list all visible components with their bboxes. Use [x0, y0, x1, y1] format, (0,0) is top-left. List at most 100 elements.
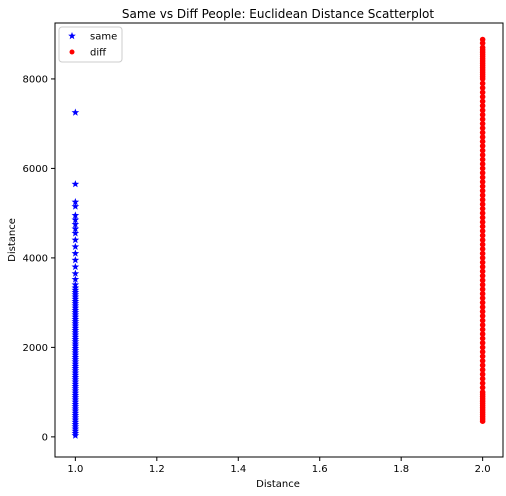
point-same	[71, 420, 80, 428]
point-diff	[479, 304, 486, 310]
point-same	[71, 339, 80, 348]
point-diff	[479, 380, 486, 386]
point-same	[71, 395, 80, 403]
point-diff	[479, 250, 486, 257]
point-same	[71, 308, 80, 316]
point-same	[71, 337, 80, 345]
point-same	[71, 275, 80, 283]
y-tick-label: 4000	[23, 253, 48, 264]
point-same	[71, 350, 80, 359]
point-diff	[479, 98, 486, 105]
point-diff	[479, 174, 486, 181]
point-diff	[479, 156, 486, 163]
point-diff	[479, 371, 486, 378]
point-same	[71, 229, 80, 237]
legend-label: diff	[90, 48, 107, 59]
point-same	[71, 304, 80, 312]
y-tick-label: 6000	[23, 164, 48, 175]
point-same	[71, 371, 80, 379]
point-same	[71, 326, 80, 334]
point-same	[71, 342, 80, 350]
legend-label: same	[90, 32, 117, 43]
point-same	[71, 330, 80, 339]
series-same	[71, 229, 80, 439]
point-diff	[479, 264, 486, 270]
point-same	[71, 391, 80, 399]
outlier-points	[71, 108, 80, 233]
point-diff	[479, 308, 486, 315]
point-same	[71, 256, 80, 264]
plot-area	[71, 36, 486, 439]
point-diff	[479, 116, 486, 122]
point-same	[71, 355, 80, 363]
point-diff	[479, 205, 486, 212]
point-same	[71, 286, 80, 294]
point-same	[71, 359, 80, 368]
point-same	[71, 312, 80, 321]
point-same	[71, 431, 80, 439]
point-diff	[479, 179, 486, 185]
point-same	[71, 197, 80, 206]
point-same	[71, 333, 80, 341]
point-same	[71, 380, 80, 388]
point-diff	[479, 232, 486, 239]
point-same	[71, 377, 80, 386]
point-same	[71, 418, 80, 426]
point-diff	[479, 255, 486, 261]
y-tick-label: 8000	[23, 74, 48, 85]
point-same	[71, 236, 80, 244]
axes-frame	[54, 22, 504, 458]
point-same	[71, 411, 80, 419]
point-diff	[479, 384, 486, 391]
point-diff	[479, 344, 486, 351]
point-same	[71, 292, 80, 301]
point-diff	[479, 246, 486, 252]
point-diff	[479, 210, 486, 216]
point-same	[71, 224, 80, 233]
point-same	[71, 400, 80, 408]
legend-box	[58, 26, 123, 63]
x-tick-label: 1.4	[230, 464, 246, 475]
point-diff	[479, 299, 486, 306]
point-same	[71, 180, 80, 188]
point-same	[71, 290, 80, 298]
point-same	[71, 220, 80, 228]
x-tick-label: 1.2	[149, 464, 165, 475]
point-same	[71, 357, 80, 365]
point-same	[71, 262, 80, 271]
point-diff	[479, 107, 486, 114]
x-tick-label: 1.6	[312, 464, 328, 475]
legend-marker	[68, 32, 76, 40]
y-tick-label: 2000	[23, 343, 48, 354]
point-diff	[479, 237, 486, 243]
point-same	[71, 242, 80, 250]
point-diff	[479, 192, 486, 199]
point-same	[71, 389, 80, 397]
point-diff	[479, 353, 486, 360]
point-diff	[479, 102, 486, 109]
point-same	[71, 362, 80, 370]
point-diff	[479, 286, 486, 293]
legend-marker	[69, 49, 75, 55]
legend-item-same: same	[68, 32, 117, 43]
point-same	[71, 348, 80, 356]
point-same	[71, 424, 80, 433]
point-diff	[479, 94, 486, 100]
point-diff	[479, 295, 486, 301]
x-axis: 1.0 1.2 1.4 1.6 1.8 2.0	[67, 457, 491, 475]
point-same	[71, 310, 80, 318]
point-diff	[479, 259, 486, 266]
point-same	[71, 317, 80, 325]
point-diff	[479, 228, 486, 234]
point-diff	[479, 147, 486, 154]
point-same	[71, 404, 80, 412]
point-diff	[479, 161, 486, 167]
point-diff	[479, 129, 486, 136]
point-same	[71, 415, 80, 424]
point-same	[71, 429, 80, 437]
point-diff	[479, 223, 486, 230]
point-same	[71, 393, 80, 401]
point-same	[71, 346, 80, 354]
x-tick-label: 2.0	[475, 464, 491, 475]
point-diff	[479, 36, 486, 43]
